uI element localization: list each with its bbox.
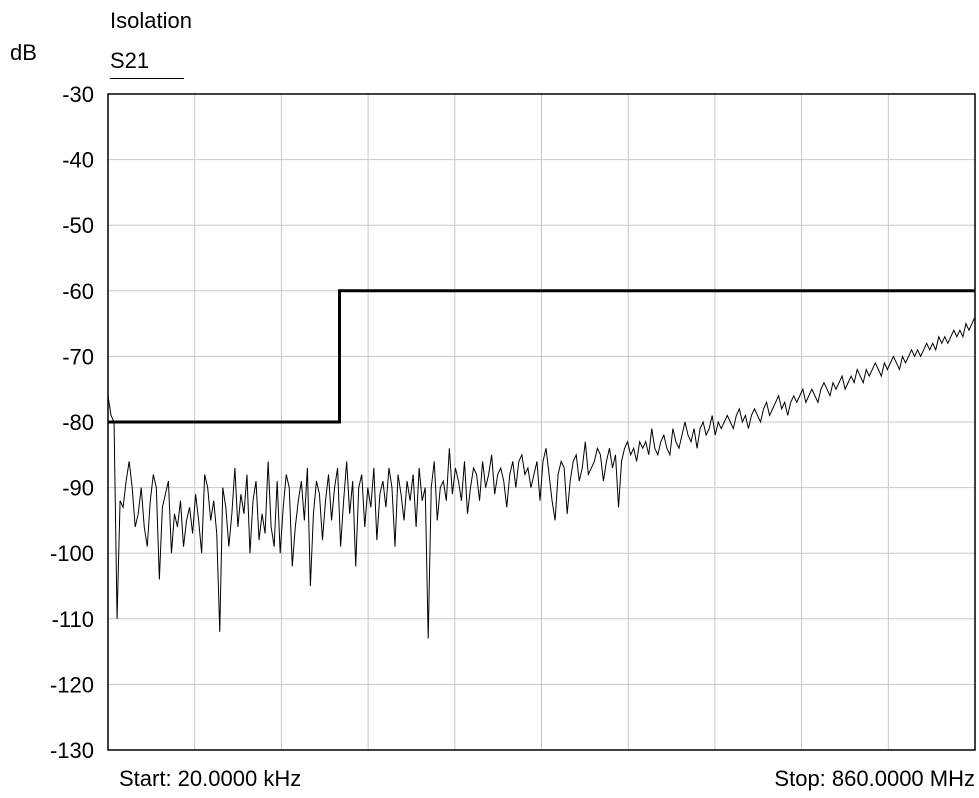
y-tick-label: -100 — [50, 541, 94, 566]
y-tick-label: -70 — [62, 344, 94, 369]
y-axis-unit-label: dB — [10, 40, 37, 65]
y-tick-label: -30 — [62, 82, 94, 107]
y-tick-label: -80 — [62, 410, 94, 435]
trace-s21 — [107, 316, 976, 639]
y-tick-label: -50 — [62, 213, 94, 238]
start-frequency-label: Start: 20.0000 kHz — [119, 766, 302, 791]
trace-name-underline — [110, 78, 184, 79]
y-tick-label: -90 — [62, 476, 94, 501]
y-tick-label: -130 — [50, 738, 94, 763]
trace-name-label: S21 — [110, 48, 150, 73]
y-tick-label: -40 — [62, 148, 94, 173]
y-tick-label: -110 — [52, 607, 94, 632]
limit-line — [108, 289, 975, 424]
y-tick-label: -60 — [62, 279, 94, 304]
stop-frequency-label: Stop: 860.0000 MHz — [774, 766, 975, 791]
y-tick-label: -120 — [50, 672, 94, 697]
chart-title: Isolation — [110, 8, 192, 33]
